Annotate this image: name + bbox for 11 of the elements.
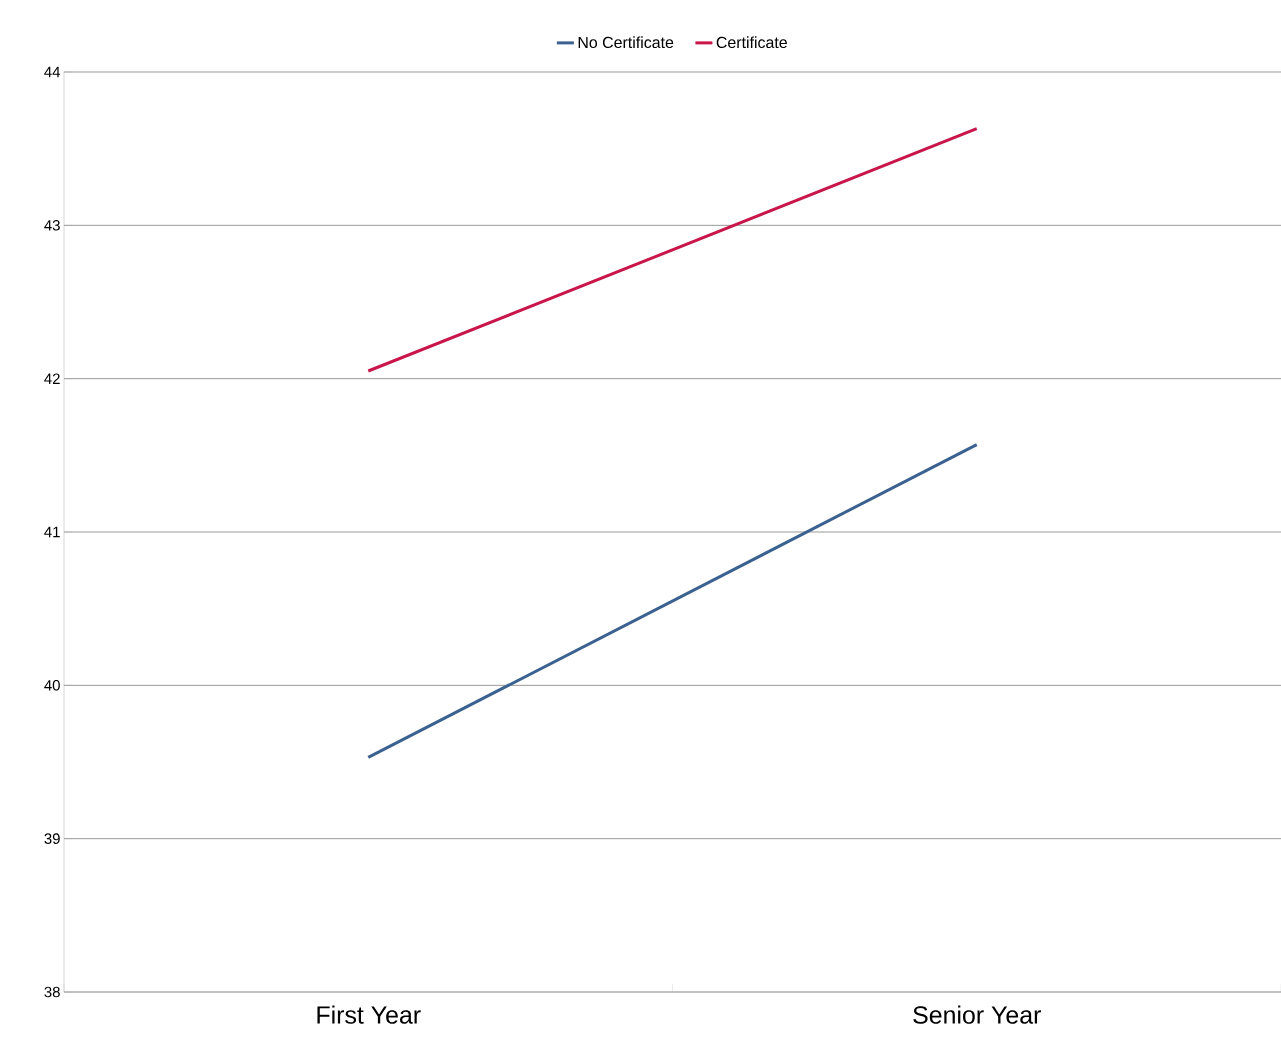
y-tick-label: 40 xyxy=(44,680,60,691)
y-tick-label: 43 xyxy=(44,220,60,231)
legend-label: Certificate xyxy=(716,36,787,49)
y-tick-label: 41 xyxy=(44,526,60,538)
legend-label: No Certificate xyxy=(578,36,674,49)
y-tick-label: 38 xyxy=(44,986,60,998)
y-tick-label: 44 xyxy=(44,66,61,78)
x-tick-label: Senior Year xyxy=(913,1005,1041,1024)
x-tick-label: First Year xyxy=(317,1005,421,1024)
y-tick-label: 39 xyxy=(44,833,60,844)
y-tick-label: 42 xyxy=(44,373,60,384)
